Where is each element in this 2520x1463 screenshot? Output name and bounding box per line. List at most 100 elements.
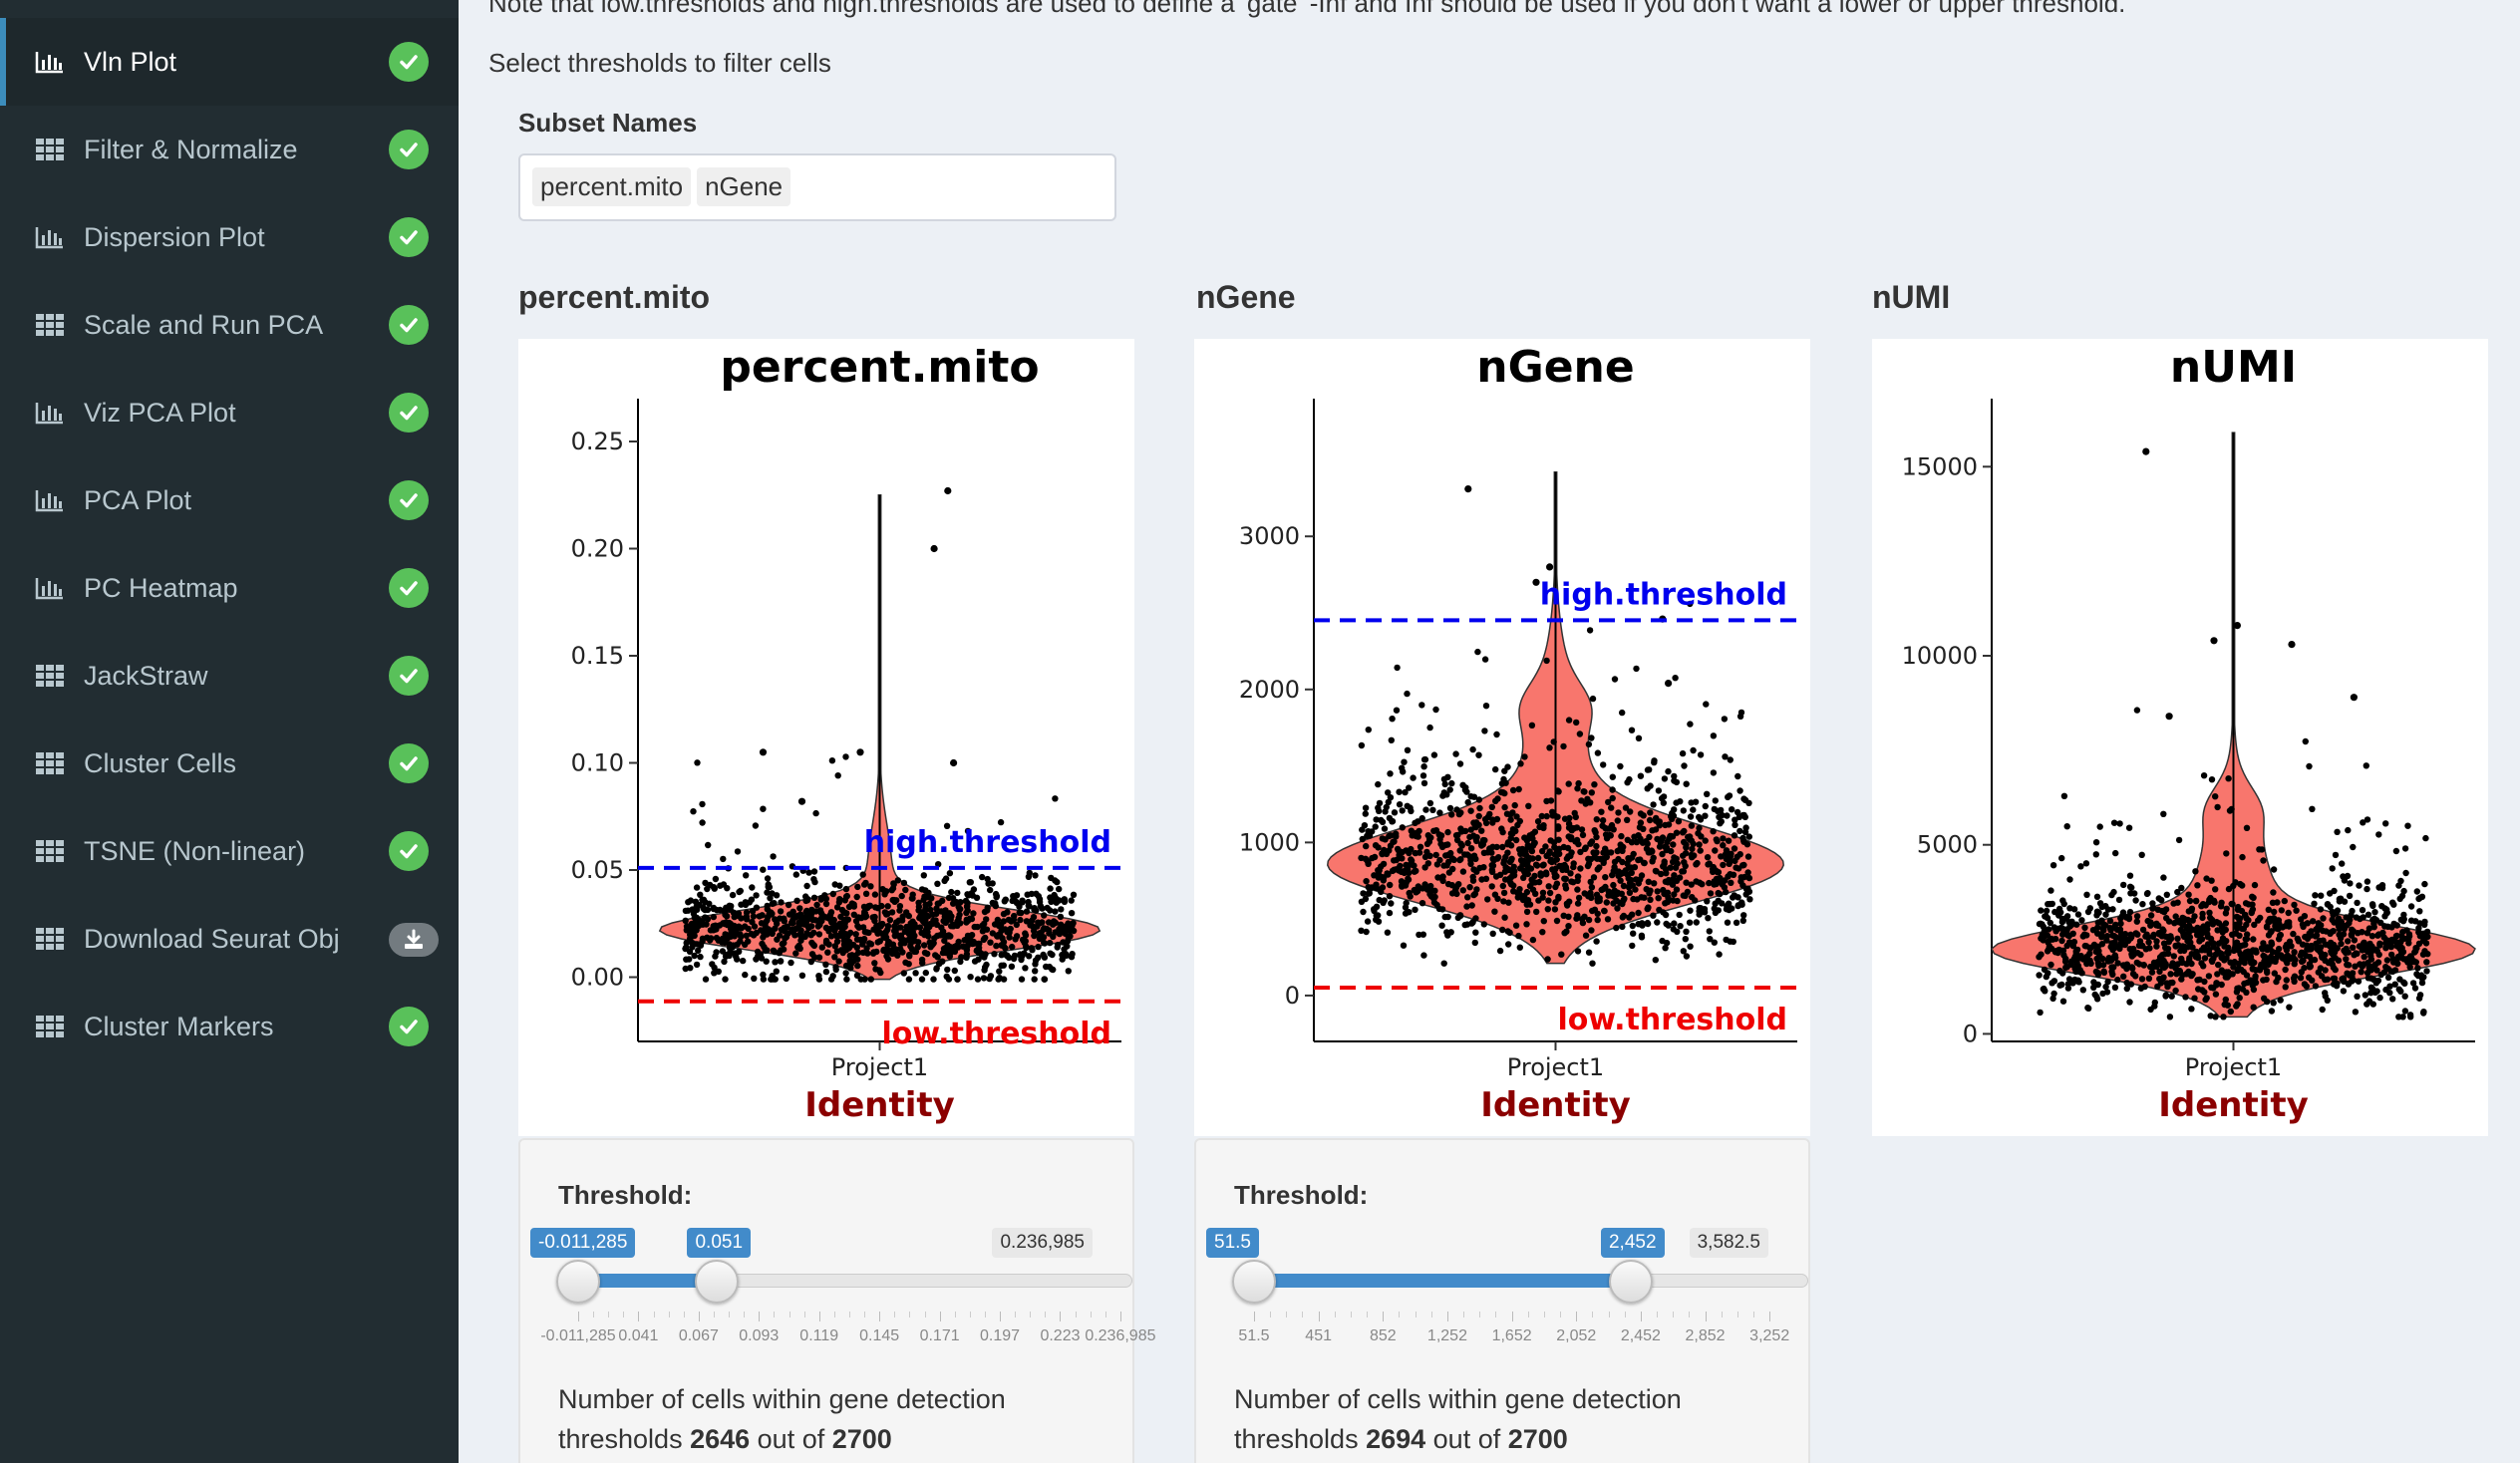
sidebar-item-vln-plot[interactable]: Vln Plot [0, 18, 459, 106]
data-point [1036, 930, 1043, 937]
data-point [1566, 898, 1573, 905]
data-point [1507, 816, 1514, 823]
data-point [1578, 826, 1586, 833]
y-tick-label: 5000 [1917, 831, 1978, 859]
data-point [1622, 804, 1630, 811]
subset-chip-ngene[interactable]: nGene [697, 167, 791, 206]
slider-tick-mark [638, 1312, 640, 1321]
data-point [1721, 716, 1729, 723]
data-point [1499, 828, 1506, 836]
data-point [2260, 940, 2267, 947]
data-point [2047, 900, 2053, 908]
data-point [759, 748, 768, 756]
data-point [921, 931, 928, 939]
data-point [2165, 950, 2172, 958]
sidebar-item-pca-plot[interactable]: PCA Plot [0, 456, 459, 544]
data-point [900, 970, 907, 977]
data-point [1386, 832, 1393, 840]
slider-high-handle[interactable] [1608, 1260, 1653, 1304]
sidebar-item-viz-pca-plot[interactable]: Viz PCA Plot [0, 369, 459, 456]
data-point [753, 892, 760, 899]
data-point [2346, 892, 2354, 900]
slider-low-handle[interactable] [1232, 1260, 1276, 1304]
data-point [2245, 948, 2252, 955]
slider-minor-tick [1527, 1312, 1529, 1317]
sidebar-item-tsne-non-linear[interactable]: TSNE (Non-linear) [0, 807, 459, 895]
data-point [2114, 960, 2121, 967]
data-point [2187, 939, 2194, 946]
data-point [1605, 798, 1612, 806]
subset-names-select[interactable]: percent.mito nGene [518, 153, 1116, 221]
data-point [2218, 953, 2225, 960]
data-point [2095, 962, 2102, 970]
data-point [900, 879, 908, 887]
data-point [2134, 931, 2141, 938]
data-point [1687, 813, 1695, 820]
data-point [1658, 835, 1666, 842]
data-point [1379, 850, 1386, 858]
data-point [2109, 906, 2116, 913]
sidebar-item-dispersion-plot[interactable]: Dispersion Plot [0, 193, 459, 281]
main-content: Note that low.thresholds and high.thresh… [459, 0, 2520, 1463]
data-point [1670, 812, 1678, 819]
data-point [1448, 779, 1455, 787]
data-point [963, 909, 970, 917]
data-point [2164, 983, 2171, 991]
data-point [850, 901, 857, 908]
data-point [1488, 883, 1495, 890]
cells-out-of: out of [750, 1424, 832, 1454]
slider-high-handle[interactable] [695, 1260, 740, 1304]
slider-minor-tick [1463, 1312, 1465, 1317]
data-point [1385, 798, 1392, 806]
data-point [2405, 940, 2412, 947]
data-point [1609, 786, 1616, 793]
data-point [852, 931, 859, 938]
slider-low-handle[interactable] [556, 1260, 600, 1304]
data-point [2265, 906, 2272, 913]
sidebar-item-cluster-cells[interactable]: Cluster Cells [0, 720, 459, 807]
data-point [1064, 943, 1071, 950]
data-point [1023, 944, 1030, 952]
data-point [1403, 847, 1410, 854]
sidebar-item-filter-normalize[interactable]: Filter & Normalize [0, 106, 459, 193]
sidebar-item-scale-and-run-pca[interactable]: Scale and Run PCA [0, 281, 459, 369]
data-point [2077, 863, 2084, 870]
data-point [2111, 984, 2119, 991]
data-point [2127, 931, 2134, 938]
check-circle-icon [389, 568, 429, 608]
data-point [2224, 1002, 2231, 1009]
data-point [1511, 868, 1518, 875]
data-point [2160, 810, 2167, 817]
data-point [1712, 900, 1719, 907]
data-point [1467, 807, 1474, 814]
slider-max-value: 3,582.5 [1689, 1228, 1768, 1258]
data-point [2063, 913, 2071, 920]
sidebar-item-jackstraw[interactable]: JackStraw [0, 632, 459, 720]
data-point [1588, 927, 1595, 934]
data-point [2382, 964, 2389, 971]
data-point [1659, 850, 1666, 858]
data-point [824, 949, 831, 956]
data-point [1662, 911, 1670, 919]
data-point [1041, 976, 1048, 983]
data-point [2338, 940, 2345, 948]
data-point [1493, 815, 1501, 823]
data-point [2102, 911, 2109, 918]
data-point [1418, 702, 1425, 709]
sidebar-item-pc-heatmap[interactable]: PC Heatmap [0, 544, 459, 632]
data-point [2223, 850, 2230, 857]
sidebar-item-cluster-markers[interactable]: Cluster Markers [0, 983, 459, 1070]
data-point [2401, 1008, 2409, 1015]
data-point [2307, 963, 2314, 970]
data-point [2160, 874, 2167, 881]
data-point [2214, 803, 2221, 811]
data-point [2207, 1013, 2214, 1020]
data-point [2374, 977, 2382, 985]
data-point [2066, 923, 2073, 930]
subset-chip-percent-mito[interactable]: percent.mito [532, 167, 692, 206]
sidebar-item-download-seurat-obj[interactable]: Download Seurat Obj [0, 895, 459, 983]
data-point [693, 961, 701, 969]
data-point [2330, 964, 2338, 972]
data-point [1728, 879, 1734, 886]
bar-chart-icon [34, 400, 66, 426]
